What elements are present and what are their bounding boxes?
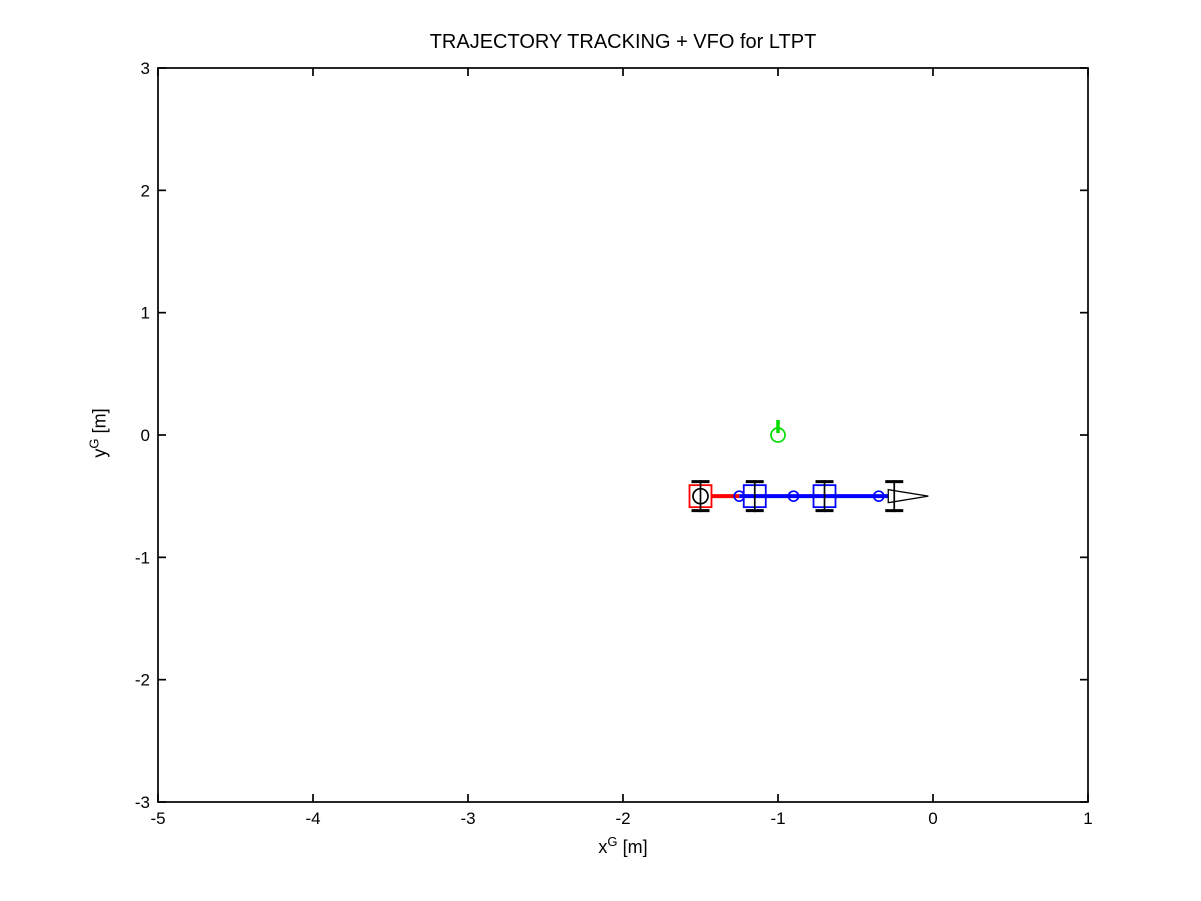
chart-title: TRAJECTORY TRACKING + VFO for LTPT [429,31,817,53]
y-axis-label: yG [m] [86,408,111,458]
x-axis-label-base: x [598,837,608,857]
y-tick-label: -1 [135,548,150,567]
x-tick-label: -1 [770,809,785,828]
joint-marker [787,490,800,503]
y-tick-label: -3 [135,793,150,812]
x-tick-label: -3 [460,809,475,828]
y-tick-label: 3 [141,59,150,78]
x-tick-label: -5 [150,809,165,828]
x-tick-label: 0 [928,809,937,828]
plot-box [157,67,1089,803]
x-axis-label-superscript: G [607,834,618,849]
y-tick-label: -2 [135,671,150,690]
x-axis-label: xG [m] [158,834,1088,858]
y-tick-label: 1 [141,304,150,323]
joint-marker [872,490,885,503]
y-tick-label: 0 [141,426,150,445]
x-axis-label-unit: [m] [622,837,648,857]
y-axis-label-unit: [m] [89,408,110,434]
y-tick-label: 2 [141,181,150,200]
y-axis-label-superscript: G [86,438,102,449]
y-axis-label-base: y [89,448,110,458]
reference-marker [770,427,786,443]
joint-marker [733,490,746,503]
x-tick-label: -4 [305,809,320,828]
heading-arrow [887,488,929,504]
x-tick-label: 1 [1083,809,1092,828]
x-tick-label: -2 [615,809,630,828]
